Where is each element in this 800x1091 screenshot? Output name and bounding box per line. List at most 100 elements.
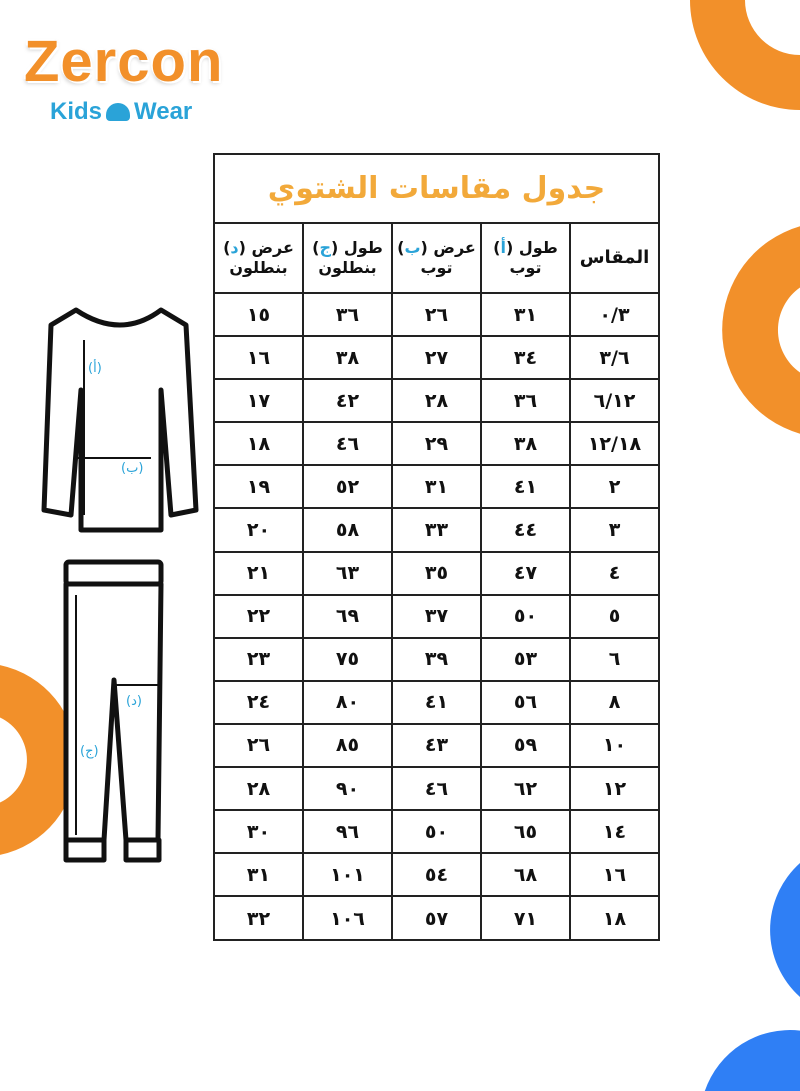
cell-pants-length: ٩٦ — [302, 811, 391, 853]
cell-top-width: ٢٦ — [391, 294, 480, 336]
header-paren: ) — [223, 238, 231, 257]
table-row: ٥ ٥٠ ٣٧ ٦٩ ٢٢ — [215, 595, 658, 639]
cell-top-width: ٣٩ — [391, 638, 480, 680]
table-row: ١٦ ٦٨ ٥٤ ١٠١ ٣١ — [215, 854, 658, 898]
cell-pants-width: ١٥ — [246, 303, 271, 326]
cell-pants-length: ٦٣ — [302, 552, 391, 594]
cell-top-length: ٦٥ — [480, 811, 569, 853]
cell-pants-length: ٥٨ — [302, 509, 391, 551]
cell-top-length: ٦٨ — [480, 854, 569, 896]
cell-pants-width: ٢٢ — [246, 605, 271, 628]
header-text: المقاس — [579, 247, 650, 268]
table-row: ٢ ٤١ ٣١ ٥٢ ١٩ — [215, 466, 658, 510]
cell-pants-width: ٣١ — [246, 863, 271, 886]
header-paren: ) — [493, 238, 501, 257]
cell-top-width: ٤٣ — [391, 724, 480, 767]
table-body: ٠/٣ ٣١ ٢٦ ٣٦ ١٥ ٣/٦ ٣٤ ٢٧ ٣٨ ١٦ ٦/١٢ ٣٦ ٢٨ ٤٢ ١٧ ١٢/١٨ ٣… — [215, 294, 658, 941]
table-row: ٤ ٤٧ ٣٥ ٦٣ ٢١ — [215, 552, 658, 596]
cell-pants-length: ٨٥ — [302, 724, 391, 767]
cell-pants-length: ٣٦ — [302, 294, 391, 336]
header-text: طول ( — [505, 238, 558, 257]
garment-measurement-diagram: (أ) (ب) (ج) (د) — [41, 307, 199, 863]
cell-size: ١٢ — [569, 768, 658, 810]
cell-top-width: ٣٣ — [391, 509, 480, 551]
cell-top-length: ٤١ — [480, 466, 569, 508]
cell-size: ١٠ — [569, 724, 658, 767]
blue-circle-right — [770, 863, 800, 997]
cell-size: ٣ — [569, 509, 658, 551]
header-line1: عرض (د) — [223, 238, 294, 258]
label-d: (د) — [126, 694, 142, 709]
cell-pants-length: ١٠٦ — [302, 897, 391, 941]
cell-size: ١٦ — [569, 854, 658, 896]
header-text: عرض ( — [238, 238, 294, 257]
cell-size: ٤ — [569, 552, 658, 594]
header-size: المقاس — [569, 224, 658, 292]
cell-top-width: ٥٤ — [391, 854, 480, 896]
header-marker: ج — [319, 238, 331, 257]
header-paren: ) — [312, 238, 320, 257]
table-row: ١٢/١٨ ٣٨ ٢٩ ٤٦ ١٨ — [215, 423, 658, 467]
header-marker: أ — [500, 238, 506, 257]
header-text: عرض ( — [420, 238, 476, 257]
cell-pants-length: ٤٦ — [302, 423, 391, 465]
logo-sub-left: Kids — [50, 98, 103, 125]
cell-top-width: ٣٥ — [391, 552, 480, 594]
cell-size: ٣/٦ — [569, 337, 658, 379]
label-c: (ج) — [80, 744, 99, 759]
table-row: ٦/١٢ ٣٦ ٢٨ ٤٢ ١٧ — [215, 380, 658, 424]
header-top-length: طول (أ) توب — [480, 224, 569, 292]
cell-top-length: ٤٤ — [480, 509, 569, 551]
cell-pants-width: ٣٠ — [246, 820, 271, 843]
cell-top-length: ٣٨ — [480, 423, 569, 465]
cell-size: ٠/٣ — [569, 294, 658, 336]
top-garment-icon — [41, 307, 199, 533]
header-line1: عرض (ب) — [397, 238, 476, 258]
label-a: (أ) — [88, 359, 102, 376]
cell-top-length: ٤٧ — [480, 552, 569, 594]
cell-size: ٢ — [569, 466, 658, 508]
header-paren: ) — [397, 238, 405, 257]
cell-top-length: ٥٦ — [480, 681, 569, 723]
orange-ring-left — [0, 665, 77, 855]
table-row: ٨ ٥٦ ٤١ ٨٠ ٢٤ — [215, 681, 658, 725]
cell-size: ١٨ — [569, 897, 658, 941]
header-top-width: عرض (ب) توب — [391, 224, 480, 292]
header-line2: بنطلون — [318, 258, 377, 277]
cell-pants-width: ٢٦ — [246, 734, 271, 757]
table-row: ١٤ ٦٥ ٥٠ ٩٦ ٣٠ — [215, 811, 658, 855]
cell-top-length: ٥٣ — [480, 638, 569, 680]
header-pants-length: طول (ج) بنطلون — [302, 224, 391, 292]
cell-top-length: ٥٩ — [480, 724, 569, 767]
cell-size: ٦/١٢ — [569, 380, 658, 422]
header-row: المقاس طول (أ) توب عرض (ب) توب طول (ج) بنطلون ع… — [215, 224, 658, 294]
label-b: (ب) — [121, 461, 143, 476]
baby-icon — [106, 103, 131, 121]
header-line1: طول (ج) — [312, 238, 383, 258]
table-row: ١٠ ٥٩ ٤٣ ٨٥ ٢٦ — [215, 724, 658, 769]
cell-top-width: ٥٠ — [391, 811, 480, 853]
cell-pants-width: ١٦ — [246, 346, 271, 369]
cell-top-width: ٢٨ — [391, 380, 480, 422]
cell-pants-width: ١٩ — [246, 475, 271, 498]
cell-pants-length: ١٠١ — [302, 854, 391, 896]
cell-pants-length: ٤٢ — [302, 380, 391, 422]
cell-pants-width: ٢٤ — [246, 691, 271, 714]
orange-ring-right — [722, 226, 800, 434]
table-row: ٦ ٥٣ ٣٩ ٧٥ ٢٣ — [215, 638, 658, 682]
header-pants-width: عرض (د) بنطلون — [215, 224, 302, 292]
cell-top-width: ٢٩ — [391, 423, 480, 465]
pants-icon — [63, 559, 164, 863]
cell-top-length: ٣١ — [480, 294, 569, 336]
cell-pants-length: ٥٢ — [302, 466, 391, 508]
cell-pants-width: ١٨ — [246, 432, 271, 455]
cell-top-length: ٧١ — [480, 897, 569, 941]
cell-top-length: ٣٤ — [480, 337, 569, 379]
table-row: ١٢ ٦٢ ٤٦ ٩٠ ٢٨ — [215, 768, 658, 812]
cell-top-width: ٥٧ — [391, 897, 480, 941]
cell-size: ٦ — [569, 638, 658, 680]
size-chart-table: جدول مقاسات الشتوي المقاس طول (أ) توب عرض (… — [213, 153, 660, 941]
cell-size: ٨ — [569, 681, 658, 723]
